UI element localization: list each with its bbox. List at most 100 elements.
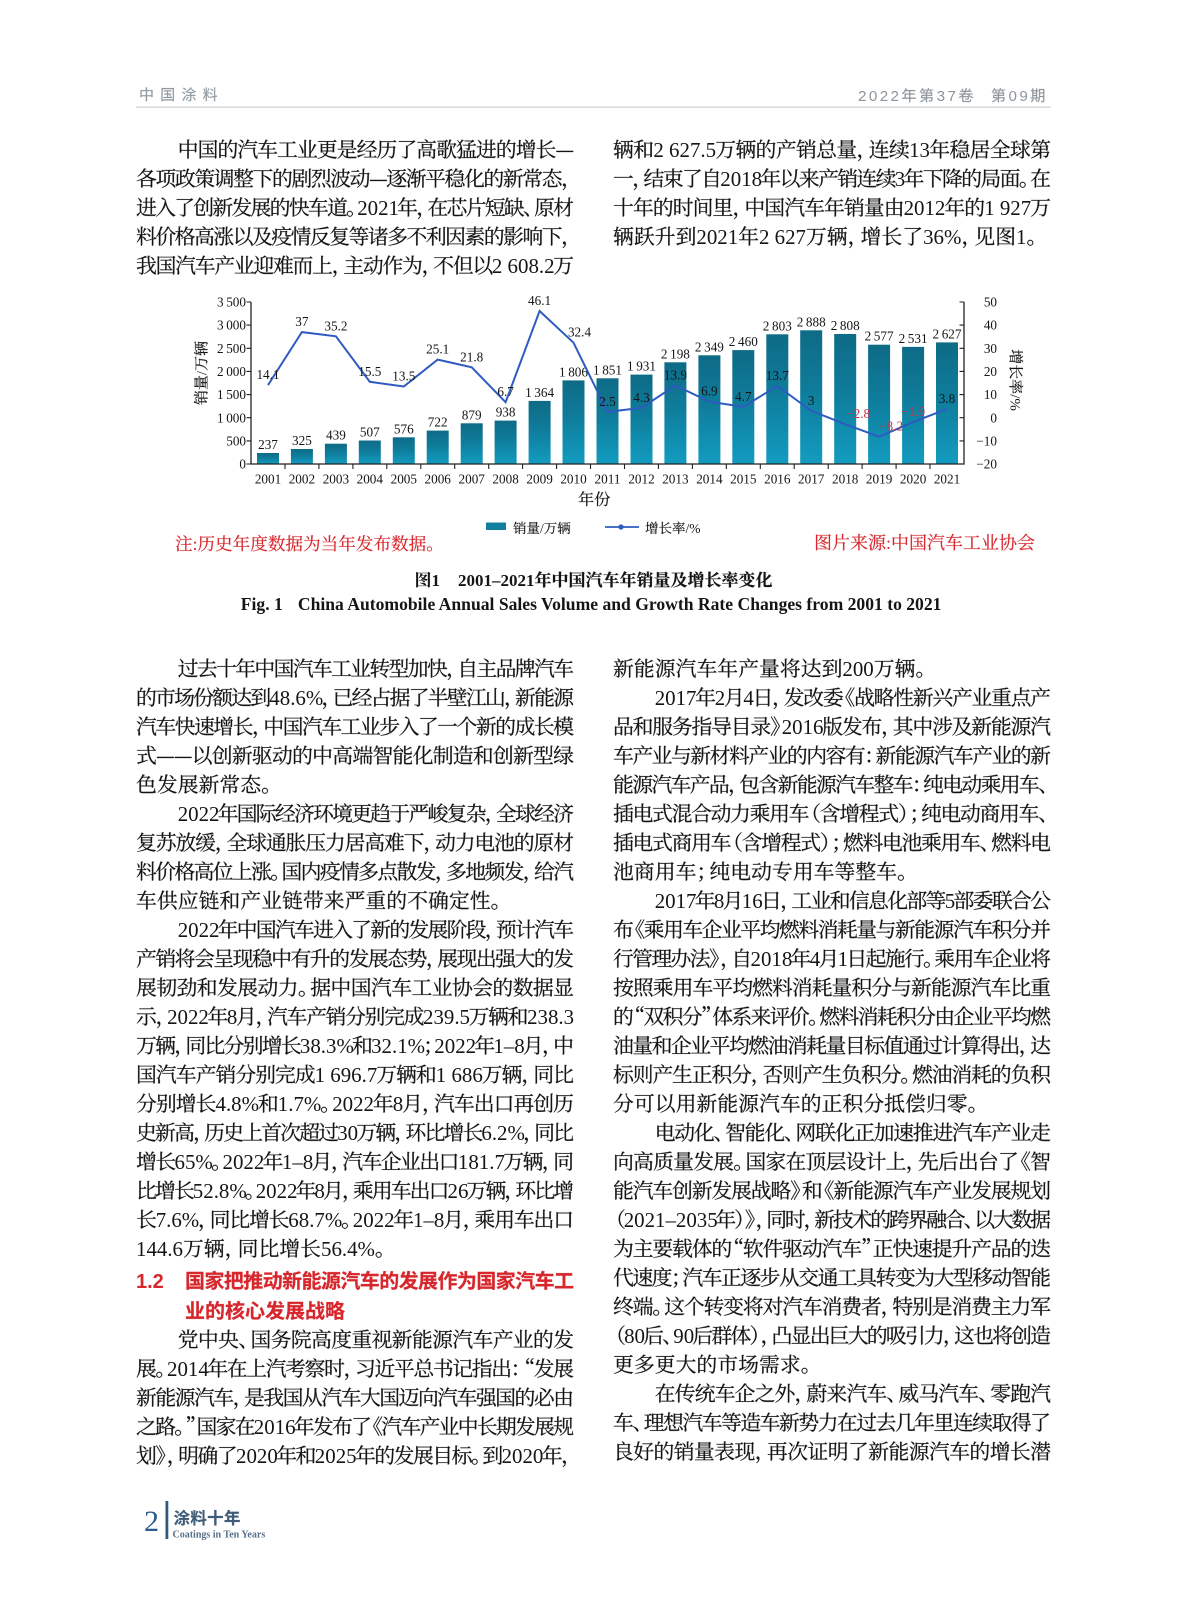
svg-text:4.7: 4.7	[735, 389, 752, 404]
svg-text:/: /	[195, 370, 211, 375]
svg-text:2022: 2022	[434, 1034, 476, 1058]
svg-text:2005: 2005	[391, 472, 418, 487]
svg-text:2 808: 2 808	[831, 318, 860, 333]
svg-text:4.3: 4.3	[633, 390, 650, 405]
svg-text:2022: 2022	[223, 1150, 265, 1174]
svg-text:1–8: 1–8	[493, 1034, 524, 1058]
svg-text:500: 500	[226, 434, 246, 449]
svg-text:2014: 2014	[167, 1357, 209, 1381]
svg-text:1 851: 1 851	[593, 362, 622, 377]
svg-text:239.5: 239.5	[423, 1005, 470, 1029]
svg-text:3.8: 3.8	[939, 391, 956, 406]
svg-text:80: 80	[624, 1324, 645, 1348]
svg-text:2021: 2021	[934, 472, 960, 487]
svg-text:56.4%: 56.4%	[321, 1237, 375, 1261]
svg-text:2015: 2015	[730, 472, 757, 487]
svg-text:181.7: 181.7	[458, 1150, 505, 1174]
svg-text:35.2: 35.2	[324, 318, 347, 333]
svg-text:13.5: 13.5	[392, 369, 415, 384]
svg-text:938: 938	[496, 405, 516, 420]
svg-text:2011: 2011	[595, 472, 621, 487]
svg-text:2016: 2016	[764, 472, 791, 487]
svg-text:2014: 2014	[696, 472, 723, 487]
svg-text:37: 37	[937, 88, 959, 105]
svg-text:2019: 2019	[866, 472, 893, 487]
svg-text:1 927: 1 927	[984, 196, 1031, 220]
svg-text:722: 722	[428, 415, 448, 430]
svg-text:2 627: 2 627	[759, 225, 806, 249]
svg-text:879: 879	[462, 407, 482, 422]
svg-text:4: 4	[743, 686, 754, 710]
svg-text:0: 0	[239, 457, 246, 472]
svg-text:2001: 2001	[255, 472, 281, 487]
svg-text:30: 30	[984, 341, 998, 356]
svg-text:8: 8	[393, 1092, 403, 1116]
svg-text:0: 0	[990, 410, 997, 425]
svg-text:2012: 2012	[628, 472, 654, 487]
svg-text:237: 237	[258, 437, 278, 452]
svg-text:238.3: 238.3	[527, 1005, 574, 1029]
svg-text:144.6: 144.6	[136, 1237, 183, 1261]
svg-text:/%: /%	[1007, 394, 1023, 411]
svg-text:1: 1	[838, 947, 848, 971]
svg-text:3: 3	[808, 393, 815, 408]
svg-text:2002: 2002	[289, 472, 315, 487]
svg-text:2 888: 2 888	[797, 314, 826, 329]
svg-text:2008: 2008	[492, 472, 519, 487]
svg-text:507: 507	[360, 425, 380, 440]
svg-text:4: 4	[810, 947, 821, 971]
svg-text:2017: 2017	[798, 472, 825, 487]
svg-text:/%: /%	[686, 521, 701, 536]
svg-text:2 803: 2 803	[763, 318, 792, 333]
svg-text:Fig. 1: Fig. 1	[241, 594, 283, 614]
svg-text:2022: 2022	[858, 88, 901, 105]
svg-text:7.6%: 7.6%	[156, 1208, 200, 1232]
svg-text:2 608.2: 2 608.2	[492, 254, 555, 278]
svg-text:2022: 2022	[332, 1092, 374, 1116]
svg-text:2021: 2021	[357, 196, 399, 220]
svg-text:20: 20	[984, 364, 998, 379]
svg-text:2021–2035: 2021–2035	[624, 1208, 718, 1232]
svg-text::: :	[886, 533, 891, 553]
svg-text:1 686: 1 686	[436, 1063, 483, 1087]
svg-text:−2.8: −2.8	[846, 406, 870, 421]
svg-text:13.9: 13.9	[664, 368, 687, 383]
svg-text:1 364: 1 364	[525, 385, 554, 400]
svg-text:2017: 2017	[655, 686, 697, 710]
svg-text:2 349: 2 349	[695, 339, 724, 354]
svg-text:2 531: 2 531	[899, 331, 928, 346]
svg-text:2025: 2025	[315, 1444, 357, 1468]
svg-text:90: 90	[673, 1324, 694, 1348]
svg-text:−20: −20	[976, 457, 997, 472]
svg-text:38.3%: 38.3%	[300, 1034, 354, 1058]
svg-text:2 577: 2 577	[865, 329, 894, 344]
svg-text:68.7%: 68.7%	[288, 1208, 342, 1232]
svg-text:3 000: 3 000	[217, 318, 246, 333]
svg-text:65%: 65%	[175, 1150, 213, 1174]
svg-text:30: 30	[337, 1121, 358, 1145]
svg-text:6.7: 6.7	[497, 384, 514, 399]
svg-text:14.1: 14.1	[256, 367, 279, 382]
svg-text:52.8%: 52.8%	[193, 1179, 247, 1203]
svg-text:2018: 2018	[720, 167, 762, 191]
svg-text:−10: −10	[976, 434, 997, 449]
svg-text:2020: 2020	[502, 1444, 544, 1468]
svg-text:32.1%: 32.1%	[371, 1034, 425, 1058]
svg-text:2012: 2012	[904, 196, 946, 220]
svg-text:2 000: 2 000	[217, 364, 246, 379]
svg-text:2006: 2006	[425, 472, 452, 487]
svg-text:26: 26	[448, 1179, 469, 1203]
svg-text:21.8: 21.8	[460, 349, 483, 364]
svg-text:40: 40	[984, 318, 998, 333]
svg-text:2: 2	[715, 686, 725, 710]
svg-text:−1.9: −1.9	[901, 404, 925, 419]
svg-text:2021: 2021	[696, 225, 738, 249]
svg-text:8: 8	[227, 1005, 237, 1029]
svg-text:2017: 2017	[655, 889, 697, 913]
svg-text:8: 8	[714, 889, 724, 913]
svg-text:1 806: 1 806	[559, 364, 588, 379]
svg-text:2004: 2004	[357, 472, 384, 487]
svg-text:/: /	[540, 521, 544, 536]
svg-text:2 627.5: 2 627.5	[653, 138, 716, 162]
svg-text:2003: 2003	[323, 472, 350, 487]
